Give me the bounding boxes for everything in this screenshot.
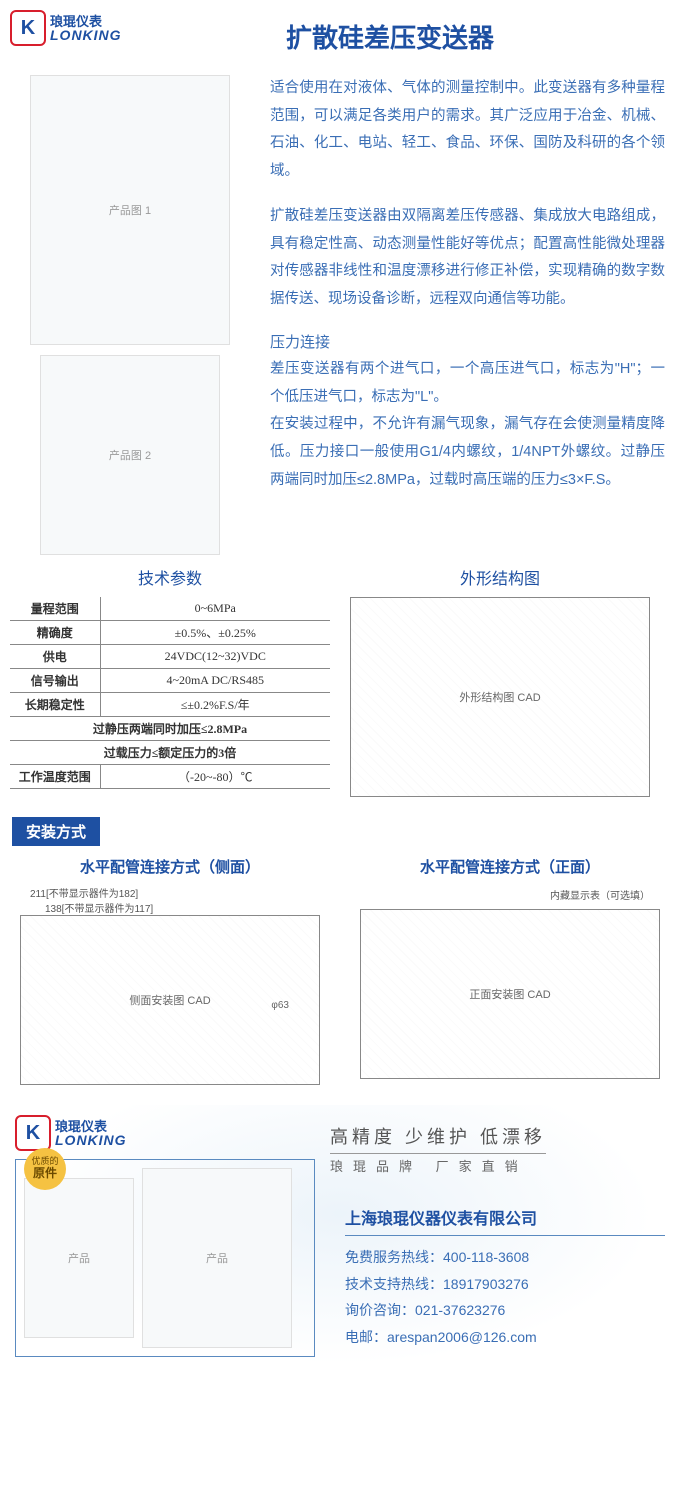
install-header: 安装方式 xyxy=(12,817,100,846)
install-dim-2: 138[不带显示器件为117] xyxy=(10,900,330,915)
install-side-drawing: 侧面安装图 CAD φ63 xyxy=(20,915,320,1085)
spec-row: 信号输出4~20mA DC/RS485 xyxy=(10,669,330,693)
logo-en: LONKING xyxy=(50,28,122,42)
badge-main: 原件 xyxy=(33,1167,57,1180)
spec-row: 量程范围0~6MPa xyxy=(10,597,330,621)
install-side-block: 水平配管连接方式（侧面） 211[不带显示器件为182] 138[不带显示器件为… xyxy=(10,856,330,1085)
spec-label: 工作温度范围 xyxy=(10,765,100,789)
logo-cn: 琅琨仪表 xyxy=(50,15,122,28)
install-front-drawing: 正面安装图 CAD xyxy=(360,909,660,1079)
footer-slogan: 高精度 少维护 低漂移 xyxy=(330,1123,546,1154)
logo-cn: 琅琨仪表 xyxy=(55,1120,127,1133)
spec-label: 精确度 xyxy=(10,621,100,645)
spec-table: 量程范围0~6MPa 精确度±0.5%、±0.25% 供电24VDC(12~32… xyxy=(10,597,330,789)
spec-label: 量程范围 xyxy=(10,597,100,621)
outline-drawing: 外形结构图 CAD xyxy=(350,597,650,797)
logo-en: LONKING xyxy=(55,1133,127,1147)
install-front-label: 水平配管连接方式（正面） xyxy=(350,856,670,877)
spec-label: 长期稳定性 xyxy=(10,693,100,717)
spec-value: 24VDC(12~32)VDC xyxy=(100,645,330,669)
spec-value: ±0.5%、±0.25% xyxy=(100,621,330,645)
install-row: 水平配管连接方式（侧面） 211[不带显示器件为182] 138[不带显示器件为… xyxy=(0,856,680,1085)
spec-full-row: 过载压力≤额定压力的3倍 xyxy=(10,741,330,765)
spec-label: 信号输出 xyxy=(10,669,100,693)
brand-logo: K 琅琨仪表 LONKING xyxy=(10,10,122,46)
contact-line: 电邮：arespan2006@126.com xyxy=(345,1324,665,1351)
spec-value: 4~20mA DC/RS485 xyxy=(100,669,330,693)
drawing-placeholder: 侧面安装图 CAD xyxy=(129,992,210,1008)
page-title: 扩散硅差压变送器 xyxy=(100,0,680,55)
spec-full-value: 过载压力≤额定压力的3倍 xyxy=(10,741,330,765)
spec-value: ≤±0.2%F.S/年 xyxy=(100,693,330,717)
spec-row: 长期稳定性≤±0.2%F.S/年 xyxy=(10,693,330,717)
intro-paragraph-1: 适合使用在对液体、气体的测量控制中。此变送器有多种量程范围，可以满足各类用户的需… xyxy=(270,75,665,185)
install-dim-1: 211[不带显示器件为182] xyxy=(10,885,330,900)
intro-paragraph-2: 扩散硅差压变送器由双隔离差压传感器、集成放大电路组成，具有稳定性高、动态测量性能… xyxy=(270,203,665,313)
spec-full-row: 过静压两端同时加压≤2.8MPa xyxy=(10,717,330,741)
pressure-body: 差压变送器有两个进气口，一个高压进气口，标志为"H"；一个低压进气口，标志为"L… xyxy=(270,356,665,494)
mid-section: 技术参数 量程范围0~6MPa 精确度±0.5%、±0.25% 供电24VDC(… xyxy=(0,565,680,797)
company-name: 上海琅琨仪器仪表有限公司 xyxy=(345,1205,665,1236)
install-dim-3: φ63 xyxy=(271,1000,289,1011)
logo-text: 琅琨仪表 LONKING xyxy=(50,15,122,42)
contact-line: 询价咨询：021-37623276 xyxy=(345,1297,665,1324)
footer-image-2: 产品 xyxy=(142,1168,292,1348)
top-section: 产品图 1 产品图 2 适合使用在对液体、气体的测量控制中。此变送器有多种量程范… xyxy=(0,75,680,555)
spec-title: 技术参数 xyxy=(10,565,330,589)
footer-subslogan: 琅琨品牌 厂家直销 xyxy=(330,1156,546,1175)
spec-column: 技术参数 量程范围0~6MPa 精确度±0.5%、±0.25% 供电24VDC(… xyxy=(10,565,330,797)
logo-mark-icon: K xyxy=(10,10,46,46)
spec-row: 精确度±0.5%、±0.25% xyxy=(10,621,330,645)
spec-value: 0~6MPa xyxy=(100,597,330,621)
footer-image-1: 产品 xyxy=(24,1178,134,1338)
product-image-2: 产品图 2 xyxy=(40,355,220,555)
product-image-1: 产品图 1 xyxy=(30,75,230,345)
contact-line: 技术支持热线：18917903276 xyxy=(345,1271,665,1298)
logo-text: 琅琨仪表 LONKING xyxy=(55,1120,127,1147)
install-front-block: 水平配管连接方式（正面） 内藏显示表（可选填） 正面安装图 CAD xyxy=(350,856,670,1085)
spec-value: （-20~-80）℃ xyxy=(100,765,330,789)
contact-line: 免费服务热线：400-118-3608 xyxy=(345,1244,665,1271)
footer-logo: K 琅琨仪表 LONKING xyxy=(15,1115,315,1151)
spec-full-value: 过静压两端同时加压≤2.8MPa xyxy=(10,717,330,741)
footer-product-images: 优质的 原件 产品 产品 xyxy=(15,1159,315,1357)
footer-right: 高精度 少维护 低漂移 琅琨品牌 厂家直销 上海琅琨仪器仪表有限公司 免费服务热… xyxy=(315,1115,665,1357)
diagram-column: 外形结构图 外形结构图 CAD xyxy=(330,565,670,797)
quality-badge-icon: 优质的 原件 xyxy=(24,1148,66,1190)
pressure-heading: 压力连接 xyxy=(270,331,665,352)
spec-row: 工作温度范围（-20~-80）℃ xyxy=(10,765,330,789)
footer-left: K 琅琨仪表 LONKING 优质的 原件 产品 产品 xyxy=(15,1115,315,1357)
footer: K 琅琨仪表 LONKING 优质的 原件 产品 产品 高精度 少维护 低漂移 … xyxy=(0,1105,680,1377)
spec-row: 供电24VDC(12~32)VDC xyxy=(10,645,330,669)
install-side-label: 水平配管连接方式（侧面） xyxy=(10,856,330,877)
description-column: 适合使用在对液体、气体的测量控制中。此变送器有多种量程范围，可以满足各类用户的需… xyxy=(245,75,665,555)
logo-mark-icon: K xyxy=(15,1115,51,1151)
spec-label: 供电 xyxy=(10,645,100,669)
install-note: 内藏显示表（可选填） xyxy=(350,885,670,909)
diagram-title: 外形结构图 xyxy=(330,565,670,589)
product-image-column: 产品图 1 产品图 2 xyxy=(15,75,245,555)
